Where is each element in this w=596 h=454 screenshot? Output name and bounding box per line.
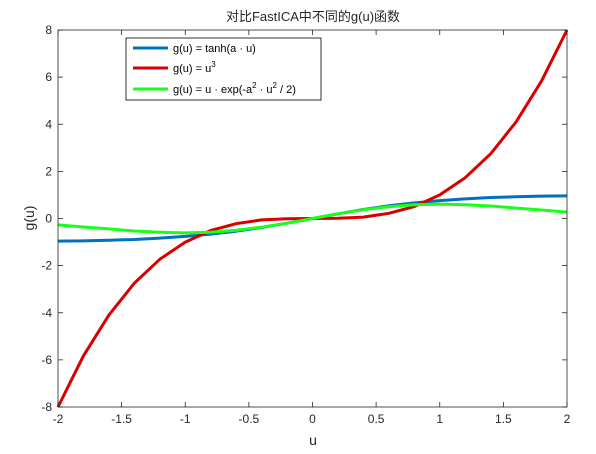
- x-tick-label: -2: [53, 412, 64, 426]
- legend-gauss-sup2: 2: [273, 81, 278, 90]
- series-line-gauss: [57, 202, 568, 235]
- y-axis-label: g(u): [21, 206, 37, 231]
- x-tick-label: -1.5: [111, 412, 132, 426]
- y-tick-label: -2: [41, 259, 52, 273]
- plot-area: [56, 29, 569, 408]
- legend-cubic-base: g(u) = u: [173, 63, 211, 75]
- legend-gauss-sup1: 2: [252, 81, 257, 90]
- axes: -2 -1.5 -1 -0.5 0 0.5 1 1.5 2 -8 -6 -4 -2 0 2 4 6 8: [41, 23, 570, 426]
- legend-cubic-sup: 3: [211, 60, 216, 69]
- y-tick-label: 4: [45, 117, 52, 131]
- legend-gauss-part3: / 2): [277, 84, 296, 96]
- legend-label-gauss: g(u) = u · exp(-a2 · u2 / 2): [173, 81, 296, 96]
- x-tick-label: -1: [180, 412, 191, 426]
- y-tick-label: -4: [41, 306, 52, 320]
- x-tick-label: 1.5: [495, 412, 512, 426]
- x-axis-label: u: [309, 432, 317, 448]
- watermark: 知乎 @Mr.看海: [482, 423, 582, 440]
- legend-gauss-part1: g(u) = u · exp(-a: [173, 84, 253, 96]
- y-tick-label: 8: [45, 23, 52, 37]
- legend: g(u) = tanh(a · u) g(u) = u3 g(u) = u · …: [125, 37, 322, 101]
- legend-gauss-part2: · u: [257, 84, 273, 96]
- x-tick-label: -0.5: [239, 412, 260, 426]
- y-tick-label: -8: [41, 400, 52, 414]
- legend-label-cubic: g(u) = u3: [173, 60, 216, 75]
- y-tick-label: -6: [41, 353, 52, 367]
- x-tick-label: 0.5: [368, 412, 385, 426]
- x-tick-label: 2: [564, 412, 571, 426]
- legend-label-tanh: g(u) = tanh(a · u): [173, 43, 256, 55]
- chart-title: 对比FastICA中不同的g(u)函数: [226, 9, 400, 24]
- x-tick-label: 1: [436, 412, 443, 426]
- y-tick-label: 0: [45, 212, 52, 226]
- y-tick-label: 6: [45, 70, 52, 84]
- x-tick-label: 0: [309, 412, 316, 426]
- y-tick-label: 2: [45, 164, 52, 178]
